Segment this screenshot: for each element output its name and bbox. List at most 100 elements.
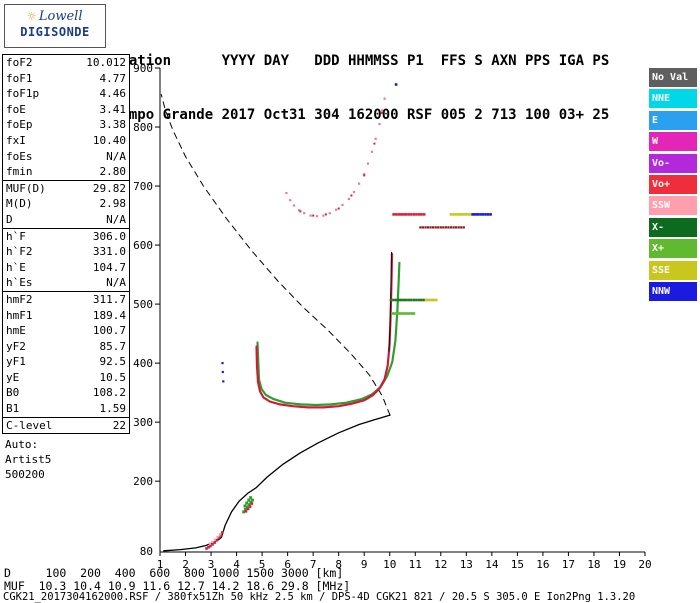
station-header-labels: Station YYYY DAY DDD HHMMSS P1 FFS S AXN… — [112, 53, 610, 69]
param-row-foE: foE 3.41 — [3, 102, 129, 118]
legend-item-ssw: SSW — [649, 196, 697, 216]
param-label: hmF2 — [6, 292, 33, 306]
x-tick-label: 13 — [460, 558, 473, 570]
series-second-hop-f-trace-red — [299, 111, 384, 217]
param-section: hmF2 311.7 hmF1 189.4 hmE 100.7 yF2 85.7 yF1 92.5… — [2, 290, 130, 418]
status-line: CGK21_2017304162000.RSF / 380fx51Zh 50 k… — [3, 591, 636, 603]
legend-item-e: E — [649, 110, 697, 130]
series-spread-630km-darkred — [419, 226, 465, 229]
series-f2-asymptote-black — [388, 251, 392, 352]
series-e-trace-pink — [208, 533, 222, 545]
y-tick-label: 500 — [133, 298, 153, 311]
param-label: hmF1 — [6, 308, 33, 322]
legend-item-w: W — [649, 132, 697, 152]
param-row-hmE: hmE 100.7 — [3, 323, 129, 339]
param-section: C-level 22 — [2, 416, 130, 435]
param-row-h`E: h`E 104.7 — [3, 260, 129, 276]
x-tick-label: 6 — [284, 558, 291, 570]
x-tick-label: 19 — [613, 558, 626, 570]
param-row-foEs: foEs N/A — [3, 149, 129, 165]
param-row-M(D): M(D) 2.98 — [3, 196, 129, 212]
param-row-B1: B1 1.59 — [3, 401, 129, 417]
param-value: 100.7 — [92, 324, 126, 338]
y-tick-label: 900 — [133, 62, 153, 75]
param-label: foF2 — [6, 56, 33, 69]
legend-item-x-: X- — [649, 217, 697, 237]
series-f-trace-x-mode — [256, 261, 401, 407]
param-label: M(D) — [6, 197, 33, 211]
x-tick-label: 16 — [536, 558, 549, 570]
legend-item-vo+: Vo+ — [649, 174, 697, 194]
series-f-trace-o-mode — [255, 252, 394, 409]
param-label: D — [6, 212, 13, 226]
digisonde-logo: ☼ Lowell DIGISONDE — [4, 4, 106, 48]
param-label: MUF(D) — [6, 181, 46, 195]
muf-distance-row: D 100 200 400 600 800 1000 1500 3000 [km… — [4, 566, 344, 580]
sun-icon: ☼ — [27, 8, 36, 25]
legend-item-sse: SSE — [649, 260, 697, 280]
series-es-cluster-red — [244, 502, 254, 513]
param-value: 4.77 — [99, 71, 127, 85]
x-tick-label: 17 — [562, 558, 575, 570]
param-value: 10.40 — [92, 133, 126, 147]
param-value: 22 — [112, 418, 126, 432]
y-origin-label: 80 — [140, 545, 153, 558]
echo-status-legend: No Val NNE E W Vo- Vo+ SSW X- X+ SSE NNW — [649, 68, 697, 303]
autoscaling-line: 500200 — [5, 468, 45, 482]
param-label: foEp — [6, 118, 33, 132]
param-value: N/A — [106, 212, 126, 226]
param-label: foE — [6, 102, 26, 116]
param-label: fmin — [6, 165, 33, 179]
param-row-yF2: yF2 85.7 — [3, 339, 129, 355]
x-tick-label: 18 — [587, 558, 600, 570]
param-row-C-level: C-level 22 — [3, 418, 129, 434]
param-label: fxI — [6, 133, 26, 147]
param-label: B0 — [6, 386, 20, 400]
param-section: h`F 306.0 h`F2 331.0 h`E 104.7 h`Es N/A — [2, 227, 130, 292]
legend-item-nne: NNE — [649, 89, 697, 109]
series-second-hop-f-trace-pink — [285, 97, 386, 218]
param-value: 92.5 — [99, 355, 127, 369]
param-value: 306.0 — [92, 229, 126, 243]
param-row-h`Es: h`Es N/A — [3, 275, 129, 291]
x-tick-label: 2 — [182, 558, 189, 570]
x-tick-label: 20 — [638, 558, 651, 570]
param-label: C-level — [6, 418, 53, 432]
param-row-foF1p: foF1p 4.46 — [3, 86, 129, 102]
x-tick-label: 8 — [335, 558, 342, 570]
legend-item-no-val: No Val — [649, 68, 697, 87]
param-row-fxI: fxI 10.40 — [3, 133, 129, 149]
y-tick-label: 800 — [133, 121, 153, 134]
y-tick-label: 300 — [133, 416, 153, 429]
param-label: yF1 — [6, 355, 26, 369]
param-value: 10.012 — [86, 56, 126, 69]
param-value: 10.5 — [99, 370, 127, 384]
x-tick-label: 5 — [259, 558, 266, 570]
autoscaling-line: Artist5 — [5, 453, 52, 467]
param-value: 108.2 — [92, 386, 126, 400]
x-tick-label: 11 — [409, 558, 422, 570]
parameter-panel: foF2 10.012 foF1 4.77 foF1p 4.46 foE 3.41 foEp 3.… — [2, 54, 130, 482]
y-tick-label: 700 — [133, 180, 153, 193]
x-tick-label: 9 — [361, 558, 368, 570]
param-section: MUF(D) 29.82 M(D) 2.98 D N/A — [2, 179, 130, 229]
param-value: 85.7 — [99, 339, 127, 353]
param-row-B0: B0 108.2 — [3, 385, 129, 401]
x-tick-label: 1 — [157, 558, 164, 570]
param-value: 2.98 — [99, 197, 127, 211]
series-nh-profile-bottomside — [163, 414, 391, 552]
param-value: 1.59 — [99, 402, 127, 416]
muf-values-row: MUF 10.3 10.4 10.9 11.6 12.7 14.2 18.6 2… — [4, 579, 351, 593]
param-row-hmF2: hmF2 311.7 — [3, 292, 129, 308]
series-e-trace-red — [205, 531, 224, 550]
autoscaling-line: Auto: — [5, 438, 39, 452]
x-tick-label: 10 — [383, 558, 396, 570]
param-row-MUF(D): MUF(D) 29.82 — [3, 181, 129, 197]
x-tick-label: 7 — [310, 558, 317, 570]
x-tick-label: 14 — [485, 558, 499, 570]
legend-item-nnw: NNW — [649, 281, 697, 301]
station-header: Station YYYY DAY DDD HHMMSS P1 FFS S AXN… — [112, 16, 609, 142]
param-row-h`F: h`F 306.0 — [3, 229, 129, 245]
y-tick-label: 400 — [133, 357, 153, 370]
